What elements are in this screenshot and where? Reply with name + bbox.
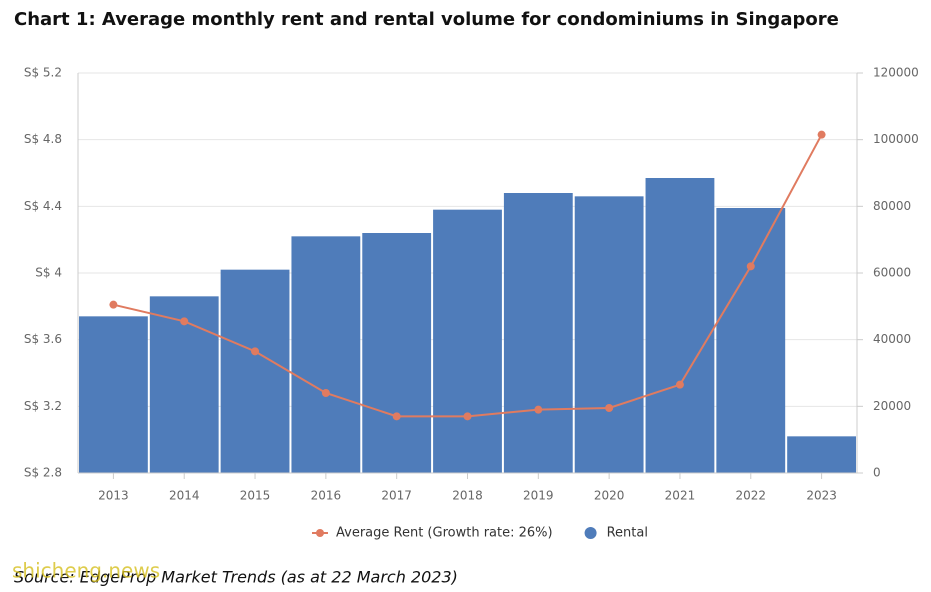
x-tick-label: 2017: [381, 489, 412, 503]
y-tick-label: S$ 3.2: [24, 399, 62, 413]
point: [392, 412, 401, 421]
y2-tick-label: 20000: [873, 399, 911, 413]
x-tick-label: 2018: [452, 489, 483, 503]
source: Source: EdgeProp Market Trends (as at 22…: [14, 568, 458, 587]
y2-tick-label: 40000: [873, 332, 911, 346]
point: [321, 389, 330, 397]
y-tick-label: S$ 4.4: [24, 199, 62, 213]
point: [180, 317, 189, 326]
bar: [574, 196, 644, 474]
point: [109, 300, 118, 309]
bar: [645, 178, 715, 473]
x-tick-label: 2023: [806, 489, 837, 503]
x-tick-label: 2022: [735, 489, 766, 503]
y-tick-label: S$ 4: [35, 266, 62, 280]
chart-title: Chart 1: Average monthly rent and rental…: [14, 9, 839, 30]
bar: [79, 316, 148, 473]
x-tick-label: 2020: [594, 489, 625, 503]
bar: [787, 436, 856, 473]
point: [251, 347, 260, 356]
point: [605, 404, 614, 412]
legend-label: Rental: [607, 526, 648, 541]
y-tick-label: S$ 2.8: [24, 466, 62, 480]
x-tick-label: 2019: [523, 489, 554, 503]
point: [463, 412, 472, 421]
y-tick-label: S$ 4.8: [24, 132, 62, 146]
bar: [362, 233, 432, 473]
y2-tick-label: 120000: [873, 66, 919, 80]
x-tick-label: 2015: [240, 489, 271, 503]
x-tick-label: 2014: [169, 489, 200, 503]
point: [746, 262, 755, 271]
bar: [220, 269, 290, 473]
legend-marker: [584, 527, 597, 539]
watermark: shicheng.news: [12, 559, 160, 583]
point: [675, 380, 684, 389]
bar: [503, 193, 573, 473]
y2-tick-label: 0: [873, 466, 881, 480]
y2-tick-label: 80000: [873, 199, 911, 213]
legend-marker: [316, 529, 324, 537]
y-tick-label: S$ 3.6: [24, 332, 62, 346]
y2-tick-label: 60000: [873, 266, 911, 280]
bar: [716, 208, 786, 473]
point: [817, 130, 826, 139]
y-tick-label: S$ 5.2: [24, 66, 62, 80]
x-tick-label: 2013: [98, 489, 129, 503]
legend-label: Average Rent (Growth rate: 26%): [336, 526, 553, 541]
point: [534, 405, 543, 414]
x-tick-label: 2021: [665, 489, 696, 503]
bar: [149, 296, 219, 473]
bar: [433, 209, 502, 473]
x-tick-label: 2016: [311, 489, 342, 503]
y2-tick-label: 100000: [873, 132, 919, 146]
bar: [291, 236, 361, 473]
